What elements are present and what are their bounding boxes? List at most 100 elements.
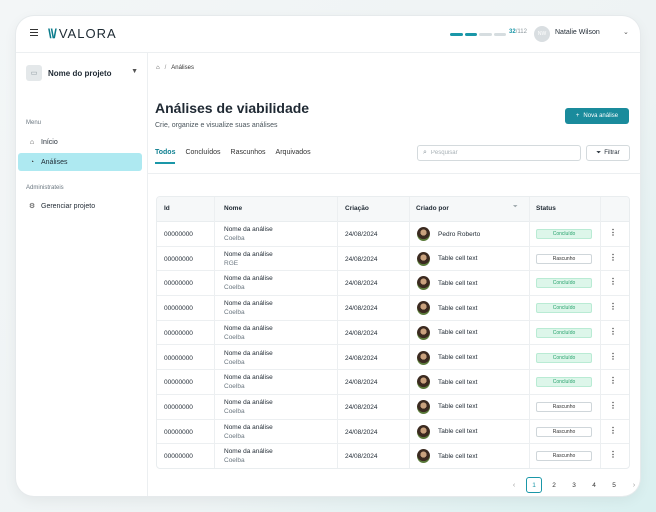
- creator-name: Table cell text: [438, 329, 478, 337]
- main-content: ⌂ / Análises Análises de viabilidade Cri…: [148, 53, 640, 496]
- top-bar: \\/ VALORA 32/112 NW Natalie Wilson ⌄: [16, 16, 640, 53]
- column-header-criado-por[interactable]: Criado por: [416, 205, 449, 212]
- table-row[interactable]: 00000000 Nome da análise RGE 24/08/2024 Tabl…: [157, 247, 629, 272]
- analysis-company: Coelba: [224, 235, 245, 242]
- column-filter-icon[interactable]: ⏷: [513, 204, 518, 210]
- column-header-status[interactable]: Status: [536, 205, 556, 212]
- more-options-icon[interactable]: ⋮: [609, 252, 617, 262]
- page-button-2[interactable]: 2: [552, 481, 556, 489]
- cell-date: 24/08/2024: [345, 354, 378, 362]
- more-options-icon[interactable]: ⋮: [609, 228, 617, 237]
- column-divider: [600, 197, 601, 468]
- table-row[interactable]: 00000000 Nome da análise Coelba 24/08/2024 T…: [157, 271, 629, 297]
- tabs: Todos Concluídos Rascunhos Arquivados: [155, 149, 311, 164]
- page-button-1[interactable]: 1: [526, 477, 542, 493]
- avatar: [417, 227, 430, 241]
- cell-date: 24/08/2024: [345, 305, 378, 313]
- analysis-name: Nome da análise: [224, 300, 273, 308]
- prev-page-button[interactable]: ‹: [512, 481, 516, 489]
- status-badge: Concluído: [536, 303, 592, 314]
- analyses-table: Id Nome Criação Criado por ⏷ Status 0000…: [156, 196, 630, 469]
- avatar: [417, 350, 430, 365]
- logo[interactable]: \\/ VALORA: [48, 26, 117, 41]
- more-options-icon[interactable]: ⋮: [609, 450, 617, 460]
- analysis-company: Coelba: [224, 309, 245, 317]
- avatar: [417, 424, 430, 439]
- cell-name: Nome da análise Coelba: [224, 324, 273, 342]
- more-options-icon[interactable]: ⋮: [609, 326, 617, 336]
- column-divider: [529, 197, 530, 468]
- table-row[interactable]: 00000000 Nome da análise Coelba 24/08/2024 T…: [157, 321, 629, 346]
- column-header-criacao[interactable]: Criação: [345, 205, 369, 212]
- project-selector[interactable]: ▭ Nome do projeto ▼: [26, 64, 138, 82]
- page-button-3[interactable]: 3: [572, 481, 576, 489]
- home-icon[interactable]: ⌂: [156, 65, 160, 71]
- search-box: ⌕: [417, 145, 581, 161]
- menu-icon[interactable]: [30, 29, 38, 37]
- creator-name: Table cell text: [438, 354, 478, 361]
- analysis-company: RGE: [224, 259, 239, 267]
- cell-id: 00000000: [164, 379, 193, 387]
- cell-id: 00000000: [164, 231, 193, 238]
- table-row[interactable]: 00000000 Nome da análise Coelba 24/08/2024 T…: [157, 444, 629, 468]
- sidebar-item-gerenciar-projeto[interactable]: ⚙ Gerenciar projeto: [18, 197, 142, 215]
- sidebar-item-analises[interactable]: ◔ Análises: [18, 153, 142, 171]
- more-options-icon[interactable]: ⋮: [609, 351, 617, 361]
- avatar: [417, 449, 430, 464]
- sidebar: ▭ Nome do projeto ▼ Menu ⌂ Início ◔ Anál…: [16, 53, 148, 496]
- page-title: Análises de viabilidade: [155, 100, 310, 116]
- analysis-name: Nome da análise: [224, 275, 273, 283]
- cell-date: 24/08/2024: [345, 453, 378, 461]
- table-row[interactable]: 00000000 Nome da análise Coelba 24/08/2024 P…: [157, 222, 629, 247]
- cell-creator: Table cell text: [417, 424, 477, 439]
- filter-button[interactable]: ⏷ Filtrar: [586, 145, 630, 161]
- cell-creator: Table cell text: [417, 449, 477, 464]
- table-row[interactable]: 00000000 Nome da análise Coelba 24/08/2024 T…: [157, 346, 629, 371]
- chevron-down-icon[interactable]: ⌄: [623, 29, 629, 36]
- new-analysis-button[interactable]: + Nova análise: [565, 108, 629, 124]
- search-icon: ⌕: [423, 149, 427, 156]
- cell-creator: Table cell text: [417, 325, 478, 340]
- cell-name: Nome da análise Coelba: [224, 398, 273, 416]
- creator-name: Table cell text: [438, 378, 478, 386]
- breadcrumb-current: Análises: [171, 65, 194, 71]
- tab-arquivados[interactable]: Arquivados: [275, 149, 311, 156]
- page-button-4[interactable]: 4: [592, 481, 596, 489]
- table-row[interactable]: 00000000 Nome da análise Coelba 24/08/2024 T…: [157, 420, 629, 445]
- sidebar-item-label: Início: [41, 138, 58, 146]
- sidebar-item-inicio[interactable]: ⌂ Início: [18, 133, 142, 151]
- column-header-id[interactable]: Id: [164, 205, 170, 212]
- more-options-icon[interactable]: ⋮: [609, 425, 617, 435]
- more-options-icon[interactable]: ⋮: [609, 400, 617, 410]
- tab-todos[interactable]: Todos: [155, 149, 176, 164]
- cell-name: Nome da análise RGE: [224, 250, 273, 268]
- user-name[interactable]: Natalie Wilson: [555, 29, 600, 36]
- table-row[interactable]: 00000000 Nome da análise Coelba 24/08/2024 T…: [157, 395, 629, 420]
- next-page-button[interactable]: ›: [632, 481, 636, 489]
- status-badge: Concluído: [536, 327, 592, 338]
- plus-icon: +: [575, 113, 580, 119]
- analysis-name: Nome da análise: [224, 349, 273, 357]
- cell-creator: Table cell text: [417, 350, 478, 365]
- more-options-icon[interactable]: ⋮: [609, 277, 617, 287]
- analysis-company: Coelba: [224, 358, 245, 366]
- more-options-icon[interactable]: ⋮: [609, 302, 617, 312]
- page-button-5[interactable]: 5: [612, 481, 616, 489]
- cell-creator: Table cell text: [417, 375, 478, 390]
- avatar: [417, 399, 430, 414]
- tab-rascunhos[interactable]: Rascunhos: [230, 149, 266, 156]
- sidebar-item-label: Gerenciar projeto: [41, 202, 96, 210]
- search-input[interactable]: [430, 150, 571, 156]
- more-options-icon[interactable]: ⋮: [609, 376, 617, 386]
- status-badge: Concluído: [536, 352, 592, 363]
- status-badge: Concluído: [536, 278, 592, 289]
- table-row[interactable]: 00000000 Nome da análise Coelba 24/08/2024 T…: [157, 370, 629, 395]
- column-header-nome[interactable]: Nome: [224, 205, 243, 212]
- table-row[interactable]: 00000000 Nome da análise Coelba 24/08/2024 T…: [157, 296, 629, 321]
- avatar: [417, 325, 430, 340]
- avatar[interactable]: NW: [534, 26, 550, 42]
- cell-name: Nome da análise Coelba: [224, 299, 273, 317]
- chart-pie-icon: ◔: [29, 158, 35, 166]
- tab-concluidos[interactable]: Concluídos: [185, 149, 221, 156]
- cell-creator: Table cell text: [417, 251, 477, 266]
